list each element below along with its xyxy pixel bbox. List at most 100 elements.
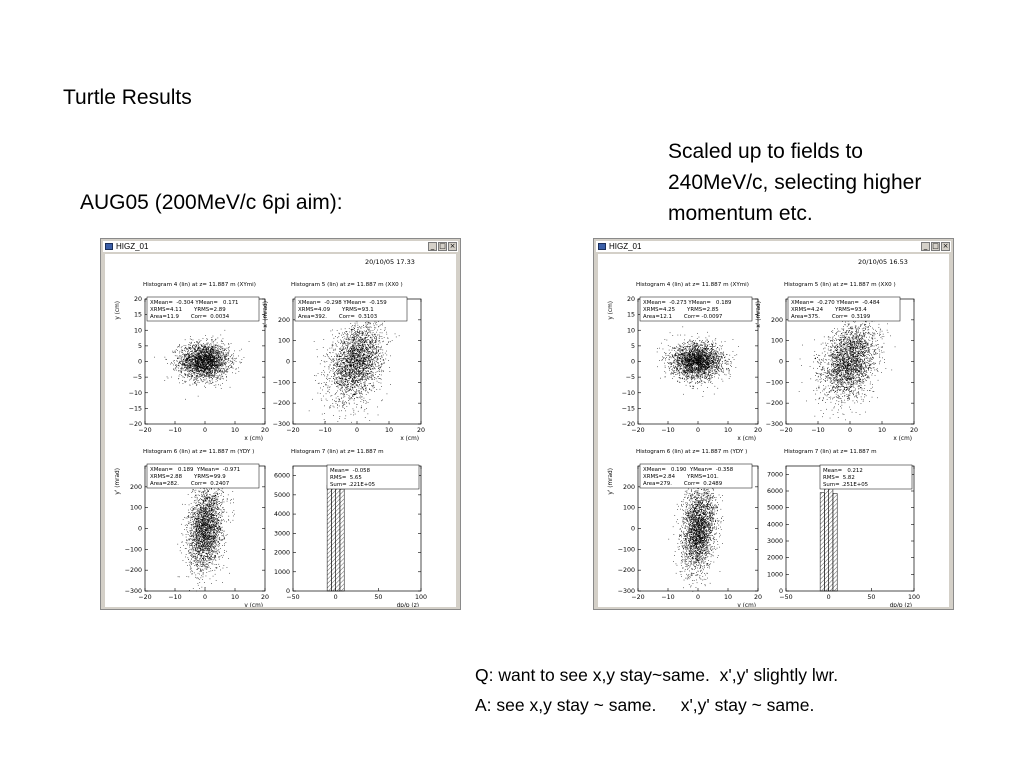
scatter-point <box>343 346 345 347</box>
scatter-point <box>216 377 217 379</box>
scatter-point <box>228 368 230 369</box>
scatter-point <box>366 340 368 342</box>
scatter-point <box>193 372 195 373</box>
scatter-point <box>357 354 359 356</box>
scatter-point <box>347 386 348 387</box>
scatter-point <box>341 358 343 360</box>
scatter-point <box>212 355 214 356</box>
maximize-button[interactable]: □ <box>438 242 447 251</box>
scatter-point <box>349 350 351 351</box>
scatter-point <box>364 349 365 351</box>
scatter-point <box>207 349 209 351</box>
scatter-point <box>213 349 214 351</box>
scatter-point <box>191 350 193 352</box>
x-tick-label: 10 <box>231 427 239 434</box>
scatter-point <box>209 353 210 354</box>
scatter-point <box>226 354 228 355</box>
scatter-point <box>212 352 214 353</box>
scatter-point <box>357 356 358 357</box>
scatter-point <box>360 362 361 364</box>
scatter-point <box>359 384 360 385</box>
scatter-point <box>215 349 217 350</box>
higz-window-left[interactable]: HIGZ_01 _ □ × 20/10/05 17.33 Histogram 4… <box>100 238 461 610</box>
scatter-point <box>227 352 228 354</box>
scatter-point <box>221 365 222 367</box>
scatter-point <box>365 388 366 389</box>
scatter-point <box>201 356 202 358</box>
scatter-point <box>360 346 362 348</box>
scatter-point <box>352 396 354 397</box>
minimize-button[interactable]: _ <box>428 242 437 251</box>
scatter-point <box>332 370 334 372</box>
scatter-point <box>215 379 217 380</box>
scatter-point <box>216 368 218 370</box>
scatter-point <box>191 375 192 377</box>
scatter-point <box>185 370 186 371</box>
scatter-point <box>182 352 183 353</box>
close-button[interactable]: × <box>448 242 457 251</box>
scatter-point <box>204 353 206 354</box>
scatter-point <box>187 364 189 365</box>
scatter-point <box>363 400 364 401</box>
scatter-point <box>202 348 203 350</box>
scatter-point <box>356 336 357 338</box>
scatter-point <box>221 371 223 373</box>
scatter-point <box>339 368 341 369</box>
scatter-point <box>224 355 225 357</box>
scatter-point <box>339 349 341 350</box>
scatter-point <box>211 350 213 351</box>
scatter-point <box>335 353 337 355</box>
scatter-point <box>359 355 361 357</box>
window-titlebar[interactable]: HIGZ_01 _ □ × <box>103 241 458 252</box>
scatter-point <box>208 367 210 368</box>
scatter-point <box>233 363 234 365</box>
scatter-point <box>197 359 199 360</box>
scatter-point <box>206 356 208 357</box>
scatter-point <box>395 336 397 338</box>
scatter-point <box>214 364 216 365</box>
scatter-point <box>191 341 192 343</box>
scatter-point <box>219 360 220 362</box>
scatter-point <box>340 384 341 386</box>
scatter-point <box>183 365 185 366</box>
scatter-point <box>207 372 209 373</box>
scatter-point <box>363 368 364 370</box>
scatter-point <box>351 379 353 380</box>
scatter-point <box>378 338 380 339</box>
scatter-point <box>372 343 374 345</box>
scatter-point <box>193 347 195 349</box>
scatter-point <box>363 373 365 375</box>
scatter-point <box>346 356 348 357</box>
scatter-point <box>366 401 367 403</box>
scatter-point <box>368 351 369 352</box>
scatter-point <box>192 358 194 359</box>
scatter-point <box>353 364 355 366</box>
scatter-point <box>359 374 360 375</box>
scatter-point <box>362 377 363 379</box>
scatter-point <box>201 351 202 352</box>
scatter-point <box>186 359 188 361</box>
scatter-point <box>219 358 221 359</box>
scatter-point <box>349 377 351 379</box>
scatter-point <box>214 357 215 359</box>
scatter-point <box>218 355 220 356</box>
scatter-point <box>349 362 350 364</box>
scatter-point <box>336 381 337 382</box>
scatter-point <box>207 373 209 374</box>
scatter-point <box>364 366 365 368</box>
scatter-point <box>347 351 348 352</box>
scatter-point <box>178 346 179 347</box>
scatter-point <box>378 354 379 356</box>
scatter-point <box>334 379 336 380</box>
scatter-point <box>376 359 378 361</box>
scatter-point <box>208 371 210 373</box>
scatter-point <box>356 332 358 333</box>
scatter-point <box>337 382 338 384</box>
scatter-point <box>212 361 214 363</box>
scatter-point <box>206 364 207 365</box>
scatter-point <box>378 376 379 377</box>
scatter-point <box>218 368 219 369</box>
scatter-point <box>207 342 209 344</box>
scatter-point <box>176 366 178 368</box>
scatter-point <box>369 377 371 378</box>
